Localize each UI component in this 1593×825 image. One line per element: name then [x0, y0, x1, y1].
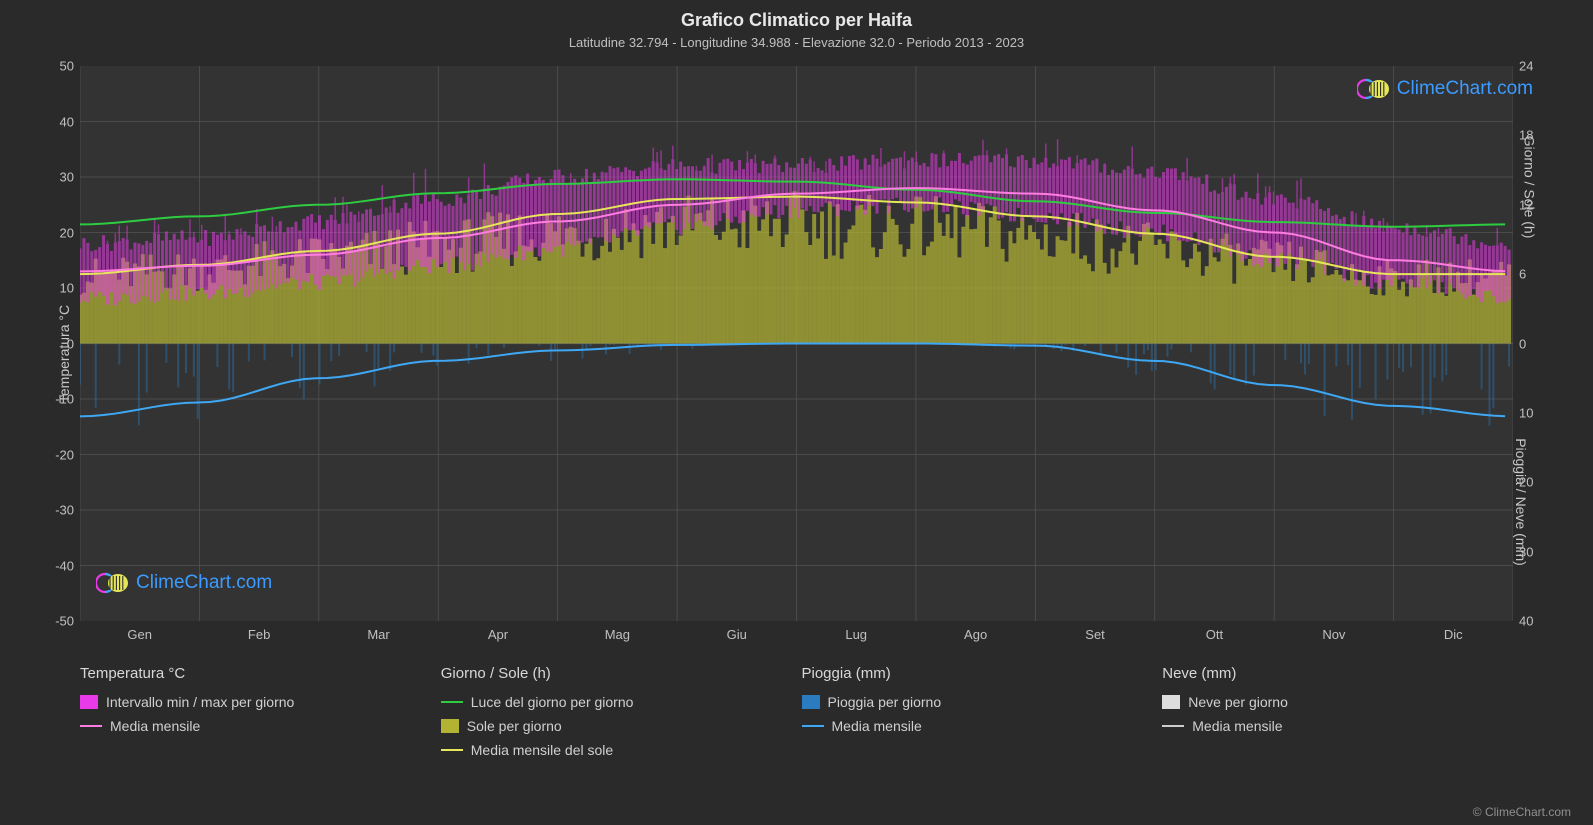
chart-area: Temperatura °C Giorno / Sole (h) Pioggia… [60, 56, 1533, 651]
legend-swatch [441, 719, 459, 733]
chart-title: Grafico Climatico per Haifa [0, 0, 1593, 31]
y-tick-left: 40 [60, 114, 74, 129]
legend-item: Media mensile [802, 718, 1153, 734]
y-tick-right: 6 [1519, 267, 1526, 282]
legend-item: Media mensile [1162, 718, 1513, 734]
x-tick: Ott [1206, 627, 1223, 642]
legend-item: Media mensile [80, 718, 431, 734]
legend-item: Pioggia per giorno [802, 694, 1153, 710]
legend-heading: Neve (mm) [1162, 665, 1513, 682]
legend-column: Temperatura °C Intervallo min / max per g… [80, 665, 431, 766]
y-tick-right: 0 [1519, 336, 1526, 351]
y-tick-right: 24 [1519, 59, 1533, 74]
x-tick: Apr [488, 627, 508, 642]
y-tick-left: -30 [55, 503, 74, 518]
legend-heading: Giorno / Sole (h) [441, 665, 792, 682]
legend-swatch [1162, 695, 1180, 709]
y-tick-left: 20 [60, 225, 74, 240]
legend-swatch [80, 725, 102, 727]
legend-swatch [441, 701, 463, 703]
legend-column: Pioggia (mm) Pioggia per giorno Media mens… [802, 665, 1153, 766]
x-tick: Ago [964, 627, 987, 642]
y-tick-right: 18 [1519, 128, 1533, 143]
legend-label: Media mensile [832, 718, 922, 734]
y-axis-right-top-label: Giorno / Sole (h) [1522, 136, 1538, 239]
y-tick-left: -40 [55, 558, 74, 573]
legend-heading: Pioggia (mm) [802, 665, 1153, 682]
legend-label: Intervallo min / max per giorno [106, 694, 294, 710]
legend-item: Media mensile del sole [441, 742, 792, 758]
y-tick-left: -10 [55, 392, 74, 407]
legend-label: Luce del giorno per giorno [471, 694, 634, 710]
climechart-logo-icon [96, 572, 130, 594]
x-tick: Mag [605, 627, 630, 642]
watermark-text: ClimeChart.com [136, 572, 272, 594]
legend-swatch [802, 695, 820, 709]
legend-label: Pioggia per giorno [828, 694, 942, 710]
y-tick-right: 10 [1519, 405, 1533, 420]
legend-item: Intervallo min / max per giorno [80, 694, 431, 710]
legend-label: Sole per giorno [467, 718, 562, 734]
copyright-text: © ClimeChart.com [1473, 805, 1571, 819]
y-axis-left-label: Temperatura °C [56, 304, 72, 402]
watermark-text: ClimeChart.com [1397, 78, 1533, 100]
x-tick: Mar [367, 627, 389, 642]
legend: Temperatura °C Intervallo min / max per g… [0, 651, 1593, 766]
legend-swatch [80, 695, 98, 709]
chart-subtitle: Latitudine 32.794 - Longitudine 34.988 -… [0, 31, 1593, 56]
legend-label: Neve per giorno [1188, 694, 1288, 710]
y-tick-right: 30 [1519, 544, 1533, 559]
legend-label: Media mensile [1192, 718, 1282, 734]
legend-heading: Temperatura °C [80, 665, 431, 682]
climechart-logo-icon [1357, 78, 1391, 100]
legend-item: Luce del giorno per giorno [441, 694, 792, 710]
plot-area: -50-40-30-20-100102030405006121824102030… [80, 66, 1513, 621]
y-tick-left: 10 [60, 281, 74, 296]
y-tick-right: 20 [1519, 475, 1533, 490]
x-tick: Set [1085, 627, 1105, 642]
y-tick-left: 30 [60, 170, 74, 185]
legend-column: Neve (mm) Neve per giorno Media mensile [1162, 665, 1513, 766]
x-tick: Nov [1322, 627, 1345, 642]
legend-item: Neve per giorno [1162, 694, 1513, 710]
legend-item: Sole per giorno [441, 718, 792, 734]
watermark-logo: ClimeChart.com [1357, 78, 1533, 100]
watermark-logo: ClimeChart.com [96, 572, 272, 594]
y-tick-left: -50 [55, 614, 74, 629]
x-tick: Giu [727, 627, 747, 642]
x-tick: Gen [127, 627, 152, 642]
legend-swatch [1162, 725, 1184, 727]
x-tick: Dic [1444, 627, 1463, 642]
y-tick-left: 0 [67, 336, 74, 351]
legend-column: Giorno / Sole (h) Luce del giorno per gio… [441, 665, 792, 766]
y-tick-left: 50 [60, 59, 74, 74]
y-tick-right: 40 [1519, 614, 1533, 629]
y-tick-left: -20 [55, 447, 74, 462]
x-tick: Lug [845, 627, 867, 642]
legend-swatch [802, 725, 824, 727]
legend-swatch [441, 749, 463, 751]
legend-label: Media mensile del sole [471, 742, 613, 758]
legend-label: Media mensile [110, 718, 200, 734]
x-tick: Feb [248, 627, 270, 642]
y-tick-right: 12 [1519, 197, 1533, 212]
